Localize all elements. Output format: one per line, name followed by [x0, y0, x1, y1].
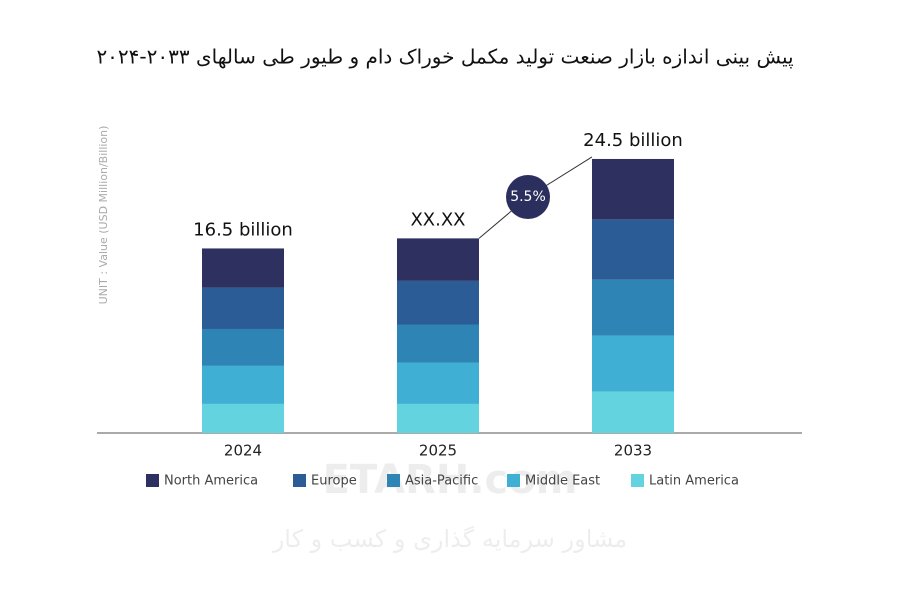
legend-swatch [293, 474, 306, 487]
legend-swatch [507, 474, 520, 487]
total-label: 16.5 billion [193, 219, 293, 240]
legend-label: Middle East [525, 474, 600, 489]
bar-segment [397, 403, 479, 433]
bar-segment [202, 328, 284, 366]
watermark: ETARH.com [323, 457, 578, 503]
bar-segment [397, 280, 479, 325]
total-label: XX.XX [410, 209, 465, 230]
legend-swatch [146, 474, 159, 487]
bar-segment [592, 158, 674, 220]
legend-swatch [387, 474, 400, 487]
bar-segment [397, 362, 479, 404]
bar-segment [592, 335, 674, 392]
bar-segment [397, 238, 479, 281]
legend-label: Asia-Pacific [405, 474, 478, 489]
x-tick-label: 2033 [614, 442, 652, 460]
bar-segment [202, 248, 284, 288]
bar-segment [202, 287, 284, 329]
legend-label: Europe [311, 474, 357, 489]
bar-segment [592, 219, 674, 280]
y-axis-label: UNIT : Value (USD Million/Billion) [97, 126, 110, 305]
total-label: 24.5 billion [583, 130, 683, 151]
legend-label: Latin America [649, 474, 739, 489]
annotation-badge [506, 175, 550, 219]
legend-label: North America [164, 474, 258, 489]
legend-swatch [631, 474, 644, 487]
bar-segment [592, 391, 674, 433]
bar-segment [202, 403, 284, 433]
chart-title: پیش بینی اندازه بازار صنعت تولید مکمل خو… [96, 45, 793, 70]
bar-segment [592, 279, 674, 336]
bar-segment [397, 324, 479, 363]
bar-segment [202, 365, 284, 404]
watermark-subtitle: مشاور سرمایه گذاری و کسب و کار [272, 525, 628, 553]
x-tick-label: 2025 [419, 442, 457, 460]
x-tick-label: 2024 [224, 442, 262, 460]
annotation: 5.5% [510, 189, 546, 205]
